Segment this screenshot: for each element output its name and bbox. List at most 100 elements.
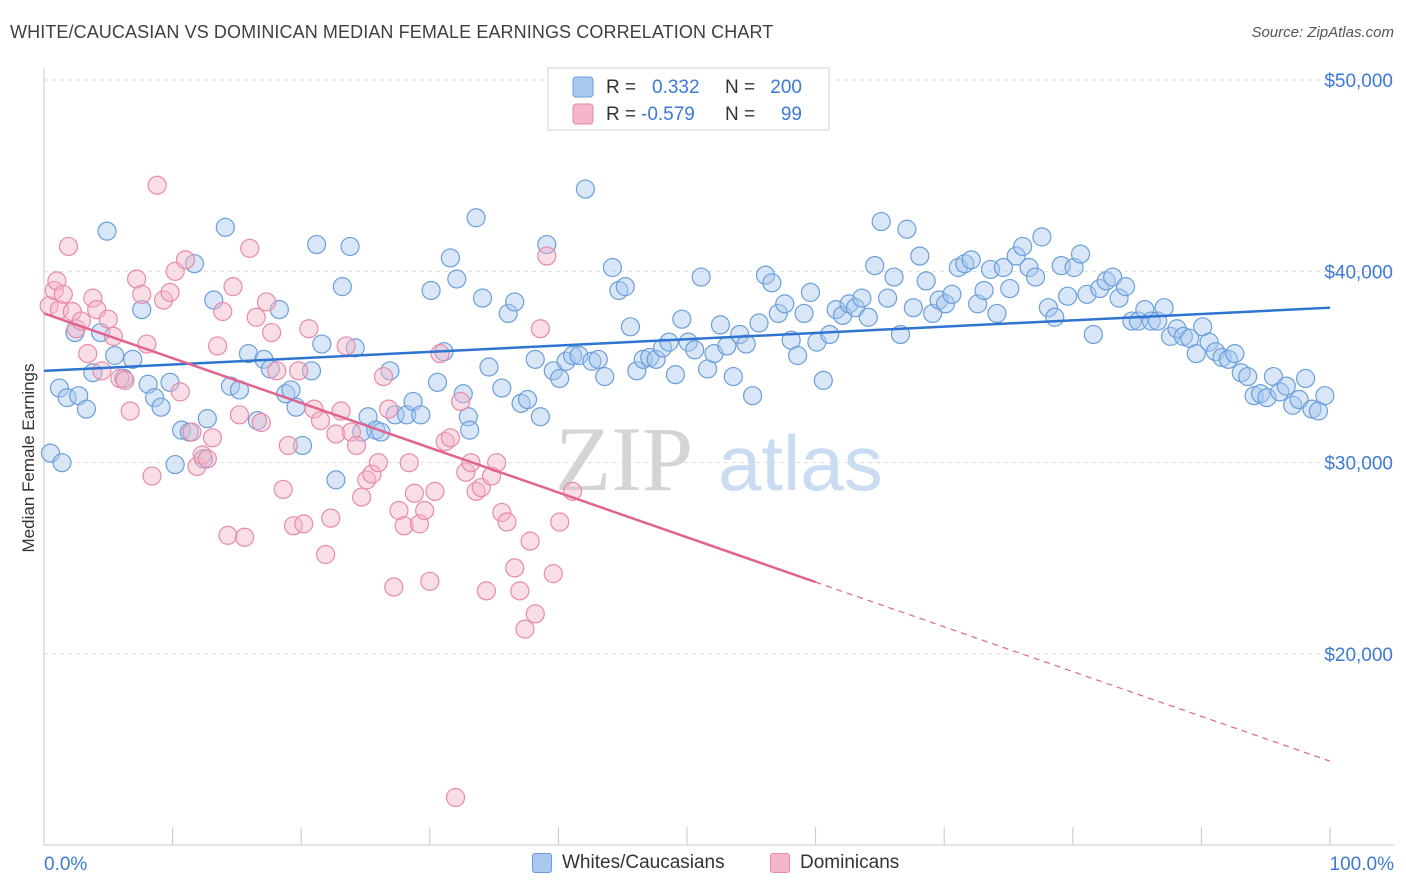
data-point-whites[interactable]: [371, 422, 391, 442]
data-point-whites[interactable]: [1154, 298, 1174, 318]
data-point-whites[interactable]: [672, 309, 692, 329]
data-point-whites[interactable]: [1109, 288, 1129, 308]
data-point-whites[interactable]: [1103, 267, 1123, 287]
legend-item-dominicans[interactable]: Dominicans: [770, 852, 899, 874]
data-point-whites[interactable]: [472, 288, 493, 308]
data-point-whites[interactable]: [49, 378, 70, 398]
data-point-whites[interactable]: [1289, 389, 1309, 410]
data-point-whites[interactable]: [800, 282, 821, 302]
data-point-whites[interactable]: [865, 255, 885, 276]
data-point-whites[interactable]: [595, 366, 615, 387]
data-point-dominicans[interactable]: [235, 527, 255, 547]
data-point-whites[interactable]: [492, 378, 512, 398]
data-point-dominicans[interactable]: [170, 382, 190, 402]
data-point-whites[interactable]: [845, 298, 866, 318]
data-point-whites[interactable]: [961, 250, 981, 270]
data-point-whites[interactable]: [691, 267, 711, 287]
data-point-dominicans[interactable]: [543, 564, 563, 584]
data-point-whites[interactable]: [562, 345, 583, 366]
data-point-whites[interactable]: [685, 340, 705, 360]
data-point-whites[interactable]: [1019, 257, 1039, 278]
data-point-whites[interactable]: [852, 288, 872, 308]
data-point-dominicans[interactable]: [530, 319, 550, 339]
data-point-dominicans[interactable]: [202, 428, 223, 448]
data-point-whites[interactable]: [460, 420, 480, 440]
data-point-dominicans[interactable]: [197, 449, 217, 469]
data-point-whites[interactable]: [537, 234, 557, 255]
data-point-dominicans[interactable]: [192, 445, 212, 465]
data-point-dominicans[interactable]: [187, 456, 207, 477]
data-point-whites[interactable]: [1070, 244, 1091, 264]
data-point-whites[interactable]: [427, 372, 448, 392]
data-point-whites[interactable]: [1025, 267, 1046, 287]
data-point-dominicans[interactable]: [310, 410, 331, 431]
data-point-whites[interactable]: [1167, 319, 1187, 339]
data-point-dominicans[interactable]: [373, 366, 394, 387]
data-point-dominicans[interactable]: [262, 322, 282, 343]
data-point-whites[interactable]: [1238, 366, 1258, 387]
data-point-whites[interactable]: [775, 294, 795, 314]
data-point-dominicans[interactable]: [267, 361, 287, 381]
data-point-whites[interactable]: [1000, 278, 1020, 299]
data-point-whites[interactable]: [871, 211, 891, 232]
data-point-whites[interactable]: [525, 349, 545, 369]
data-point-whites[interactable]: [878, 288, 898, 308]
data-point-whites[interactable]: [710, 315, 731, 335]
data-point-whites[interactable]: [794, 303, 814, 324]
data-point-whites[interactable]: [615, 277, 635, 297]
data-point-dominicans[interactable]: [132, 284, 152, 304]
data-point-whites[interactable]: [447, 269, 467, 289]
data-point-whites[interactable]: [787, 345, 808, 366]
data-point-whites[interactable]: [1315, 386, 1335, 406]
data-point-dominicans[interactable]: [208, 336, 228, 356]
data-point-whites[interactable]: [1013, 236, 1033, 257]
data-point-dominicans[interactable]: [294, 514, 314, 534]
data-point-dominicans[interactable]: [256, 292, 277, 312]
data-point-dominicans[interactable]: [316, 544, 336, 565]
data-point-dominicans[interactable]: [445, 787, 466, 808]
data-point-dominicans[interactable]: [120, 401, 140, 421]
data-point-whites[interactable]: [453, 384, 473, 404]
data-point-whites[interactable]: [1199, 332, 1219, 352]
data-point-dominicans[interactable]: [379, 399, 399, 419]
data-point-dominicans[interactable]: [492, 502, 512, 523]
data-point-whites[interactable]: [993, 257, 1013, 278]
data-point-whites[interactable]: [1083, 324, 1103, 345]
data-point-dominicans[interactable]: [510, 581, 530, 601]
data-point-whites[interactable]: [935, 294, 956, 314]
data-point-whites[interactable]: [916, 271, 936, 291]
data-point-dominicans[interactable]: [246, 307, 266, 327]
data-point-dominicans[interactable]: [440, 428, 460, 448]
data-point-whites[interactable]: [897, 219, 917, 239]
data-point-whites[interactable]: [160, 372, 180, 392]
data-point-whites[interactable]: [307, 234, 327, 255]
data-point-whites[interactable]: [1032, 227, 1052, 247]
data-point-whites[interactable]: [762, 273, 782, 293]
data-point-whites[interactable]: [1276, 376, 1296, 396]
data-point-dominicans[interactable]: [404, 483, 424, 503]
data-point-whites[interactable]: [215, 217, 235, 237]
data-point-whites[interactable]: [151, 397, 171, 417]
data-point-dominicans[interactable]: [126, 269, 147, 289]
data-point-whites[interactable]: [326, 470, 346, 490]
data-point-dominicans[interactable]: [182, 422, 202, 442]
data-point-dominicans[interactable]: [142, 466, 162, 486]
data-point-dominicans[interactable]: [525, 604, 545, 624]
data-point-dominicans[interactable]: [289, 361, 309, 381]
data-point-whites[interactable]: [736, 334, 756, 354]
data-point-whites[interactable]: [340, 236, 360, 257]
data-point-whites[interactable]: [312, 334, 332, 354]
data-point-whites[interactable]: [620, 317, 641, 337]
data-point-whites[interactable]: [530, 407, 550, 427]
data-point-whites[interactable]: [52, 453, 72, 473]
data-point-dominicans[interactable]: [362, 464, 382, 484]
data-point-dominicans[interactable]: [321, 508, 341, 528]
data-point-whites[interactable]: [479, 357, 499, 377]
data-point-dominicans[interactable]: [229, 405, 250, 425]
data-point-dominicans[interactable]: [83, 288, 103, 308]
data-point-whites[interactable]: [543, 361, 563, 381]
data-point-whites[interactable]: [942, 284, 962, 304]
data-point-dominicans[interactable]: [456, 462, 476, 482]
data-point-dominicans[interactable]: [346, 435, 367, 456]
data-point-dominicans[interactable]: [98, 309, 118, 329]
